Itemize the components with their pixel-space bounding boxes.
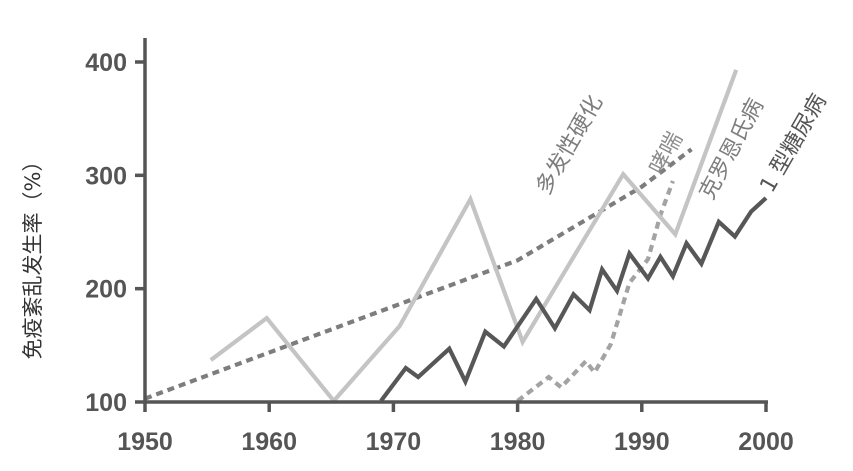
series-1-line: [516, 180, 675, 403]
series-3-line: [379, 196, 768, 403]
series-0-line: [144, 147, 693, 401]
tick-labels: 1950 1960 1970 1980 1990 2000 100 200 300 400: [85, 49, 794, 456]
x-tick-label-1950: 1950: [117, 428, 173, 456]
x-tick-label-1960: 1960: [241, 428, 297, 456]
y-tick-label-200: 200: [85, 276, 127, 304]
x-tick-label-1980: 1980: [490, 428, 546, 456]
series-2-line: [209, 69, 739, 405]
y-tick-label-400: 400: [85, 49, 127, 77]
series-layer: [144, 69, 768, 405]
x-tick-label-1990: 1990: [614, 428, 670, 456]
axes-layer: [135, 38, 768, 412]
y-axis-title: 免疫紊乱发生率（%）: [21, 151, 45, 360]
y-tick-label-100: 100: [85, 389, 127, 417]
x-tick-label-2000: 2000: [738, 428, 794, 456]
series-label-0: 多发性硬化: [532, 91, 609, 199]
y-tick-label-300: 300: [85, 162, 127, 190]
series-label-1: 哮喘: [645, 128, 688, 179]
x-tick-label-1970: 1970: [366, 428, 422, 456]
